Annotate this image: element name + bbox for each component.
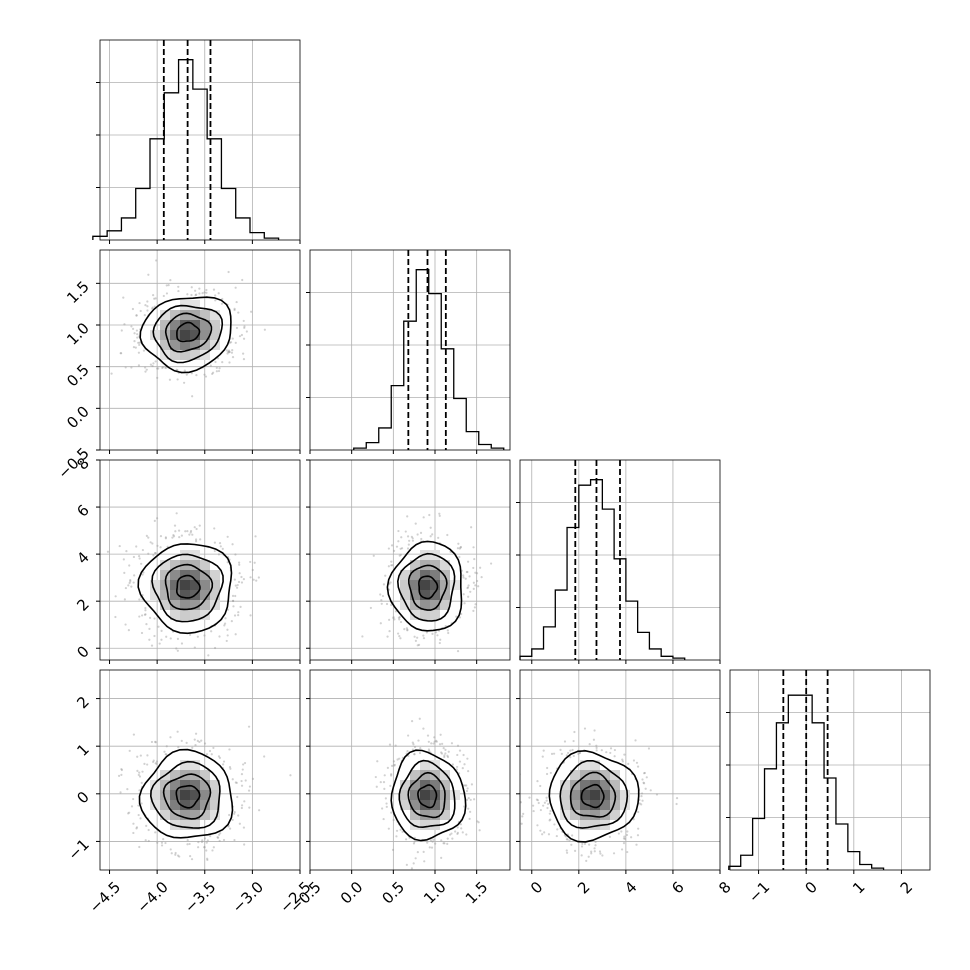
y-tick-label: 2 — [73, 595, 92, 614]
x-tick-label: 0 — [527, 878, 546, 897]
hist-panel-2 — [516, 459, 721, 664]
panel-background — [730, 670, 930, 870]
contour-line — [390, 749, 467, 842]
x-tick-label: −3.0 — [229, 878, 267, 916]
x-tick-label: −4.0 — [133, 878, 171, 916]
x-tick-label: −0.5 — [286, 878, 324, 916]
contour-line — [548, 749, 640, 843]
x-tick-label: 1 — [849, 878, 868, 897]
sample-points — [117, 725, 292, 862]
sample-points — [110, 259, 266, 398]
x-tick-label: 0.0 — [337, 878, 367, 908]
y-tick-label: 2 — [73, 693, 92, 712]
histogram-step-line — [353, 269, 505, 450]
contour-line — [176, 321, 201, 343]
x-tick-label: 2 — [897, 878, 916, 897]
pair-panel-2-1 — [306, 459, 511, 664]
contour-line — [580, 783, 605, 809]
contour-line — [386, 540, 463, 632]
panel-frame — [519, 459, 721, 661]
x-tick-label: 1.0 — [420, 878, 450, 908]
x-tick-label: 4 — [621, 878, 640, 897]
pair-panel-3-0 — [96, 669, 301, 874]
hist-panel-0 — [92, 39, 301, 244]
contour-line — [137, 543, 233, 635]
x-tick-label: 2 — [574, 878, 593, 897]
hist-panel-3 — [726, 669, 931, 874]
contour-line — [139, 296, 232, 374]
y-tick-label: 1.5 — [63, 277, 93, 307]
x-tick-label: −3.5 — [181, 878, 219, 916]
x-tick-label: 1.5 — [462, 878, 492, 908]
y-tick-label: 4 — [73, 548, 92, 567]
pair-panel-3-1 — [306, 669, 511, 874]
histogram-step-line — [519, 479, 686, 660]
contour-line — [151, 553, 224, 623]
contour-line — [149, 760, 221, 829]
panel-frame — [309, 459, 511, 661]
sample-points — [361, 512, 493, 653]
y-tick-label: 1.0 — [63, 319, 93, 349]
contour-line — [407, 564, 448, 611]
y-tick-label: 0 — [73, 642, 92, 661]
pair-panel-3-2 — [516, 669, 721, 874]
contour-line — [396, 552, 456, 622]
panel-frame — [729, 669, 931, 871]
contour-line — [138, 748, 234, 839]
x-tick-label: −4.5 — [86, 878, 124, 916]
contour-line — [569, 771, 617, 818]
y-tick-label: −1 — [64, 836, 92, 864]
contour-line — [162, 773, 212, 820]
panel-frame — [309, 669, 511, 871]
contour-line — [164, 312, 213, 353]
y-tick-label: 0.0 — [63, 402, 93, 432]
panel-background — [100, 40, 300, 240]
pair-panel-1-0 — [96, 249, 301, 454]
histogram-step-line — [728, 694, 885, 870]
panel-frame — [99, 459, 301, 661]
y-tick-label: 0.5 — [63, 361, 93, 391]
x-tick-label: 6 — [668, 878, 687, 897]
pair-panel-2-0 — [96, 459, 301, 664]
contour-line — [417, 784, 438, 809]
contour-line — [175, 574, 201, 599]
contour-line — [398, 759, 456, 829]
contour-line — [559, 760, 629, 829]
contour-line — [152, 304, 224, 364]
x-tick-label: 0 — [801, 878, 820, 897]
contour-line — [175, 784, 201, 809]
y-tick-label: 1 — [73, 740, 92, 759]
x-tick-label: −1 — [745, 878, 773, 906]
contour-line — [164, 563, 214, 611]
panel-background — [310, 250, 510, 450]
panel-frame — [99, 39, 301, 241]
y-tick-label: 6 — [73, 501, 92, 520]
y-tick-label: 0 — [73, 788, 92, 807]
sample-points — [374, 717, 481, 870]
contour-line — [418, 575, 439, 600]
panel-frame — [309, 249, 511, 451]
x-tick-label: 0.5 — [378, 878, 408, 908]
x-tick-label: 8 — [715, 878, 734, 897]
hist-panel-1 — [306, 249, 511, 454]
contour-line — [407, 771, 446, 819]
histogram-step-line — [92, 59, 280, 240]
panel-frame — [99, 669, 301, 871]
panel-frame — [99, 249, 301, 451]
panel-frame — [519, 669, 721, 871]
